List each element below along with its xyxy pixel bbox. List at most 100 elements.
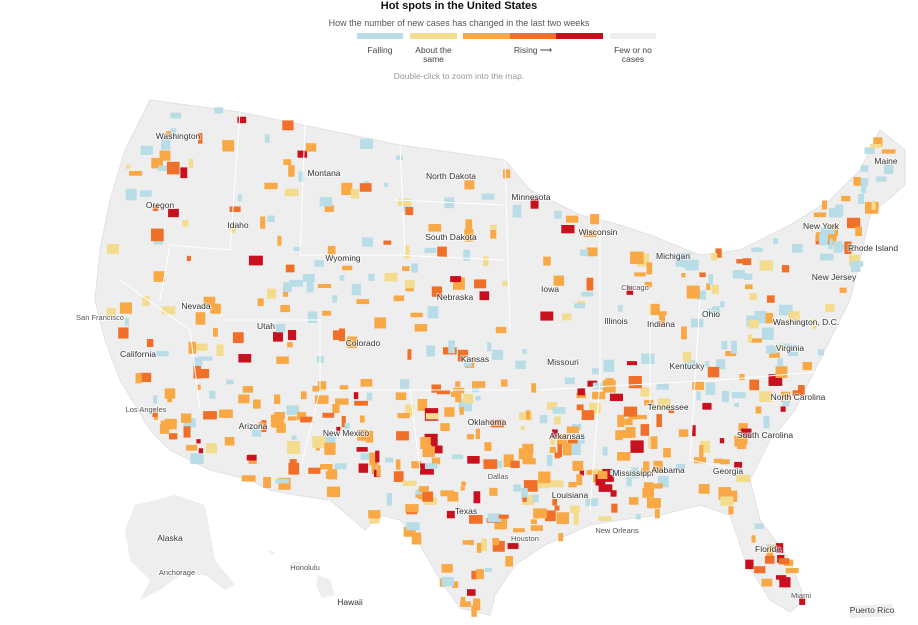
- county: [657, 398, 671, 410]
- county: [305, 143, 317, 152]
- county: [182, 220, 189, 227]
- county: [525, 410, 531, 420]
- county: [166, 131, 173, 137]
- county: [785, 568, 799, 574]
- county: [459, 406, 464, 415]
- city-label: Dallas: [488, 472, 509, 481]
- county: [699, 272, 706, 278]
- alaska: [125, 495, 235, 600]
- state-label: North Dakota: [426, 171, 476, 181]
- county: [519, 412, 533, 421]
- county: [751, 247, 763, 253]
- county: [829, 235, 837, 246]
- county: [736, 474, 751, 483]
- county: [376, 464, 381, 477]
- county: [424, 463, 438, 470]
- county: [153, 271, 165, 282]
- county: [532, 494, 539, 503]
- county: [850, 262, 861, 273]
- county: [312, 436, 326, 449]
- county: [576, 392, 587, 399]
- county: [690, 318, 704, 328]
- county: [558, 532, 564, 542]
- county: [402, 480, 417, 486]
- county: [691, 425, 696, 437]
- state-label: Oklahoma: [468, 417, 507, 427]
- county: [531, 383, 537, 393]
- county: [283, 159, 292, 166]
- legend-label: Rising ⟶: [513, 45, 553, 55]
- county: [720, 496, 734, 506]
- county: [411, 263, 418, 273]
- county: [502, 280, 508, 286]
- county: [365, 430, 374, 443]
- county: [431, 286, 443, 297]
- city-label: Los Angeles: [126, 405, 167, 414]
- county: [152, 204, 159, 211]
- county: [125, 188, 137, 201]
- county: [592, 382, 603, 390]
- county: [452, 454, 463, 460]
- county: [246, 455, 257, 461]
- county: [764, 555, 775, 564]
- county: [513, 528, 525, 533]
- county: [427, 306, 439, 319]
- county: [462, 540, 472, 545]
- county: [778, 345, 787, 350]
- county: [156, 350, 169, 357]
- county: [307, 311, 318, 323]
- county: [306, 280, 314, 293]
- county: [537, 479, 551, 489]
- county: [522, 497, 527, 502]
- county: [644, 281, 652, 288]
- county: [567, 443, 581, 456]
- county: [190, 453, 204, 465]
- county: [520, 425, 525, 431]
- county: [219, 409, 233, 418]
- county: [855, 178, 869, 186]
- county: [649, 303, 660, 316]
- county: [170, 128, 177, 139]
- county: [513, 484, 521, 492]
- county: [747, 334, 753, 342]
- county: [356, 299, 370, 305]
- county: [748, 319, 759, 329]
- county: [356, 447, 368, 452]
- county: [568, 481, 577, 488]
- county: [425, 413, 439, 420]
- county: [590, 214, 600, 225]
- county: [198, 356, 213, 361]
- county: [734, 435, 745, 447]
- county: [344, 423, 350, 430]
- county: [663, 447, 671, 458]
- county: [186, 255, 191, 262]
- county: [708, 274, 714, 285]
- county: [224, 436, 235, 446]
- county: [489, 224, 497, 230]
- county: [410, 312, 423, 318]
- county: [463, 249, 471, 261]
- county: [522, 349, 527, 354]
- county: [291, 435, 297, 440]
- state-label: New Jersey: [812, 272, 857, 282]
- county: [545, 510, 556, 522]
- county: [700, 440, 711, 453]
- county: [763, 415, 770, 429]
- county: [471, 383, 480, 393]
- county: [326, 486, 341, 498]
- legend-swatch: [463, 33, 510, 39]
- county: [369, 513, 380, 524]
- county: [324, 442, 336, 455]
- subtitle: How the number of new cases has changed …: [328, 18, 590, 28]
- state-label: Alabama: [651, 465, 685, 475]
- county: [873, 137, 883, 147]
- county: [186, 444, 198, 451]
- county: [474, 279, 487, 289]
- state-label: Washington, D.C.: [773, 317, 839, 327]
- county: [503, 454, 514, 468]
- city-label: New Orleans: [595, 526, 639, 535]
- county: [650, 483, 663, 489]
- county: [483, 256, 489, 266]
- county: [447, 492, 459, 502]
- county: [518, 448, 533, 460]
